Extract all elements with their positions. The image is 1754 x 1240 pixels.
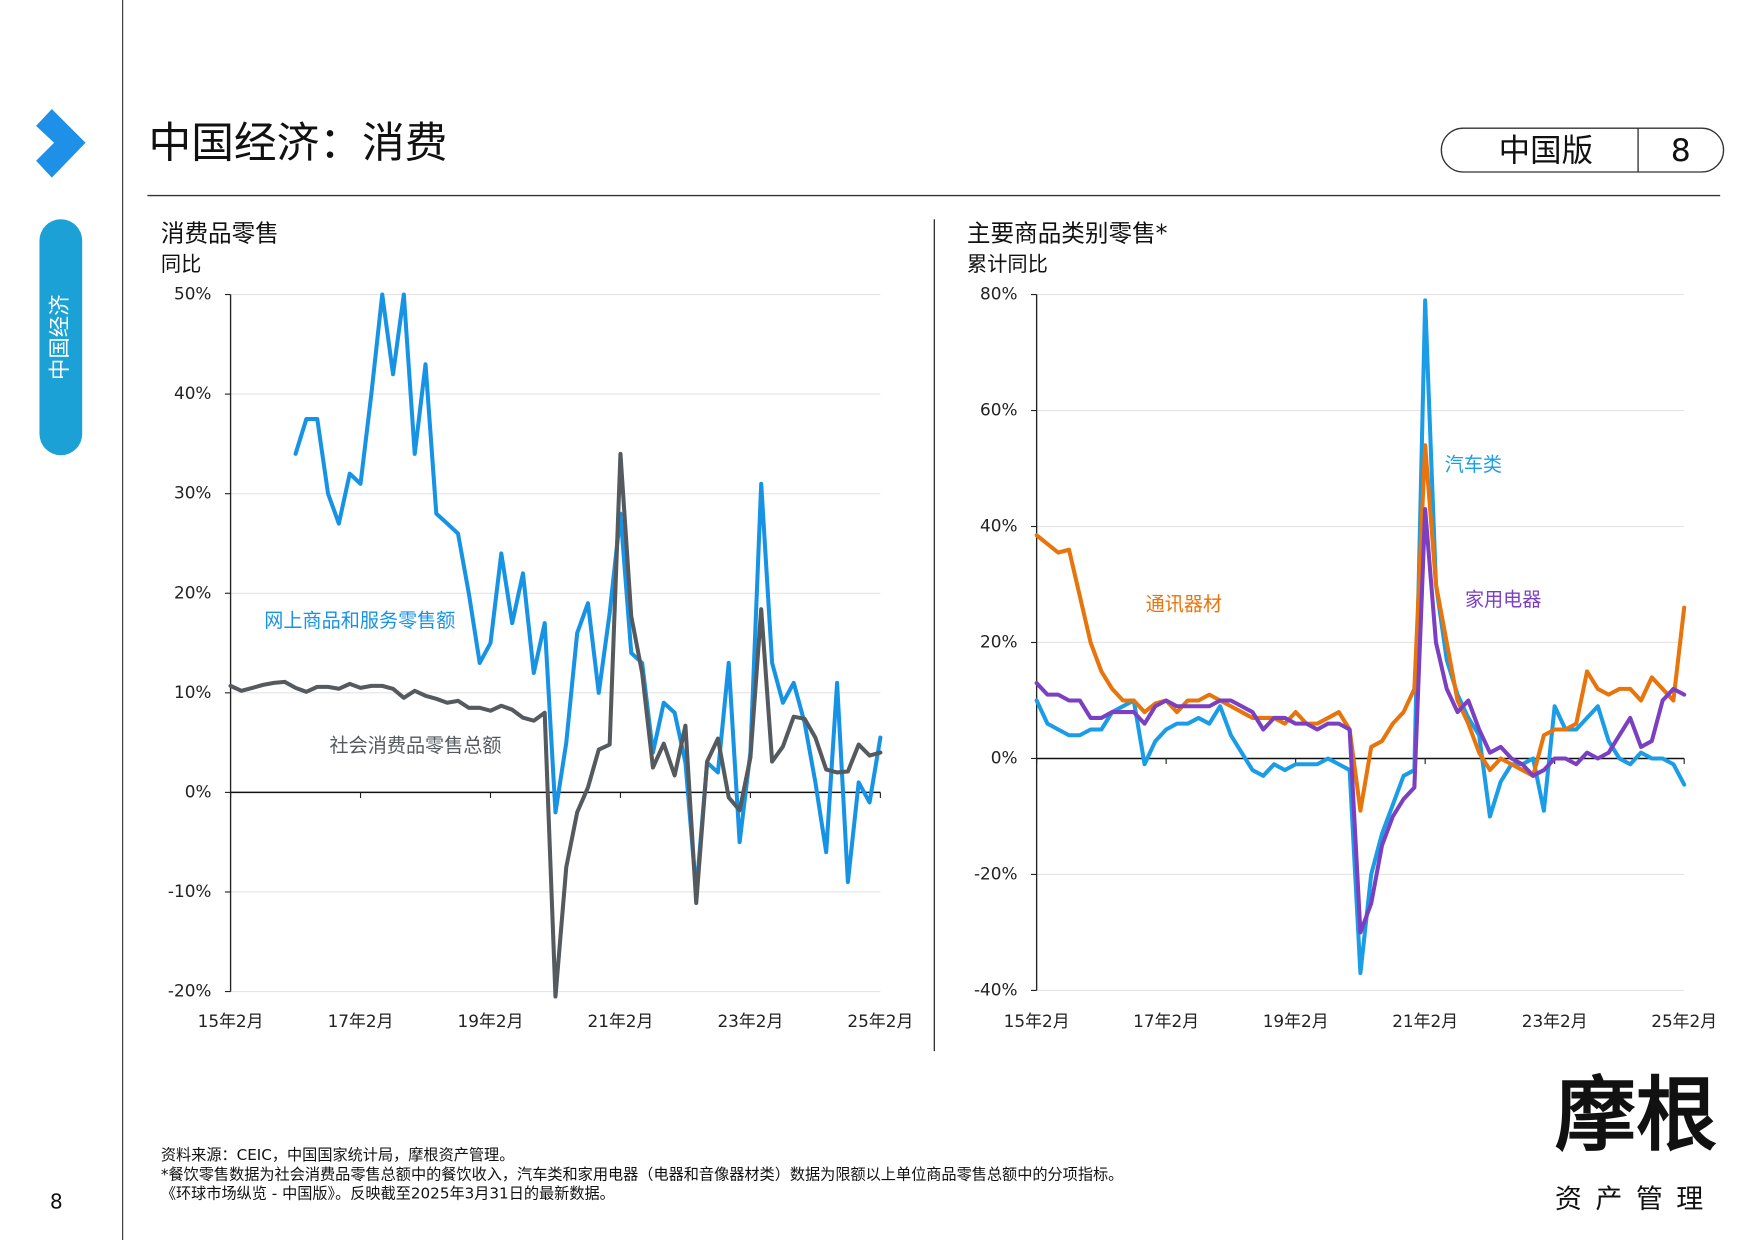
x-tick-label: 23年2月 <box>1522 1011 1588 1031</box>
y-tick-label: 40% <box>174 383 211 403</box>
y-tick-label: 80% <box>980 284 1017 304</box>
series-label: 社会消费品零售总额 <box>330 734 502 757</box>
x-tick-label: 25年2月 <box>847 1011 913 1031</box>
chart-title: 主要商品类别零售* <box>967 219 1168 247</box>
x-tick-label: 17年2月 <box>328 1011 394 1031</box>
y-tick-label: 30% <box>174 483 211 503</box>
y-tick-label: -40% <box>974 979 1018 999</box>
x-tick-label: 19年2月 <box>458 1011 524 1031</box>
footnote: 《环球市场纵览 - 中国版》。反映截至2025年3月31日的最新数据。 <box>161 1184 615 1202</box>
series-label: 通讯器材 <box>1146 592 1222 615</box>
y-tick-label: 0% <box>185 781 212 801</box>
x-tick-label: 21年2月 <box>588 1011 654 1031</box>
y-tick-label: 20% <box>174 582 211 602</box>
edition-box <box>1440 127 1725 173</box>
y-tick-label: 10% <box>174 682 211 702</box>
chart-subtitle: 同比 <box>161 252 201 276</box>
edition-page: 8 <box>1671 133 1691 169</box>
chart-title: 消费品零售 <box>161 219 279 247</box>
series-line <box>1034 443 1687 813</box>
y-tick-label: -20% <box>974 863 1018 883</box>
x-tick-label: 23年2月 <box>717 1011 783 1031</box>
y-tick-label: 0% <box>991 747 1018 767</box>
series-line <box>1034 507 1687 935</box>
x-tick-label: 19年2月 <box>1263 1011 1329 1031</box>
series-label: 汽车类 <box>1445 453 1502 476</box>
y-tick-label: 60% <box>980 400 1017 420</box>
chart-subtitle: 累计同比 <box>967 252 1048 276</box>
y-tick-label: 50% <box>174 284 211 304</box>
edition-label: 中国版 <box>1499 133 1593 169</box>
y-tick-label: -10% <box>168 881 212 901</box>
chevron-icon <box>36 109 86 178</box>
series-line <box>228 451 883 999</box>
section-pill <box>39 219 83 456</box>
page-number: 8 <box>50 1189 63 1213</box>
x-tick-label: 15年2月 <box>198 1011 264 1031</box>
x-tick-label: 21年2月 <box>1392 1011 1458 1031</box>
footnote: 资料来源：CEIC，中国国家统计局，摩根资产管理。 <box>161 1146 515 1164</box>
x-tick-label: 25年2月 <box>1651 1011 1717 1031</box>
series-line <box>293 292 883 894</box>
y-tick-label: 40% <box>980 516 1017 536</box>
x-tick-label: 15年2月 <box>1004 1011 1070 1031</box>
series-label: 网上商品和服务零售额 <box>264 609 455 632</box>
x-tick-label: 17年2月 <box>1133 1011 1199 1031</box>
y-tick-label: 20% <box>980 631 1017 651</box>
y-tick-label: -20% <box>168 981 212 1001</box>
logo-name: 摩根 <box>1555 1068 1717 1163</box>
logo-sub: 资产管理 <box>1555 1184 1717 1215</box>
section-label: 中国经济 <box>48 295 73 380</box>
series-line <box>1034 298 1687 976</box>
series-label: 家用电器 <box>1465 588 1541 611</box>
slide-title: 中国经济：消费 <box>149 119 448 169</box>
footnote: *餐饮零售数据为社会消费品零售总额中的餐饮收入，汽车类和家用电器（电器和音像器材… <box>161 1165 1123 1183</box>
